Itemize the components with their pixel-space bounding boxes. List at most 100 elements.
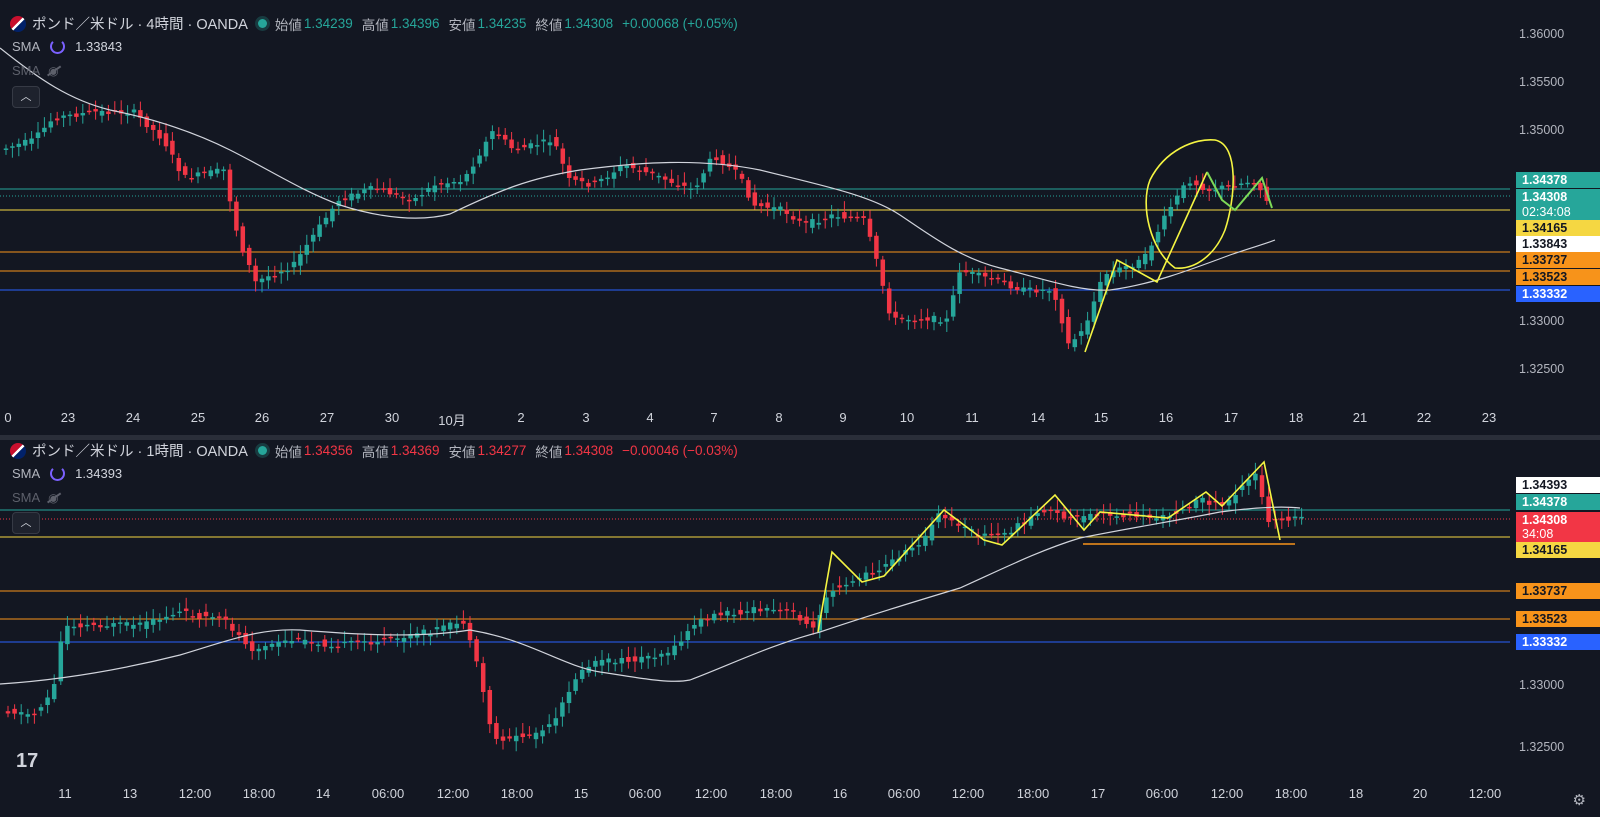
candle-body [263,646,268,651]
collapse-legend-button[interactable]: ︿ [12,86,40,108]
candle-body [1187,506,1192,509]
loading-icon [50,466,66,481]
candle-body [758,203,764,207]
x-tick: 20 [1412,786,1428,801]
candle-body [1117,267,1122,273]
open-value: 1.34356 [303,443,353,458]
candle-body [1041,509,1047,513]
candle-body [923,535,928,546]
symbol-title[interactable]: ポンド／米ドル · 1時間 · OANDA [32,444,248,460]
candle-body [42,127,47,133]
candle-body [694,185,700,187]
candle-body [322,639,328,647]
candle-body [381,188,386,190]
x-tick: 23 [1481,410,1497,425]
candle-body [368,642,374,645]
candle-body [210,617,215,619]
chart-canvas-4h[interactable] [0,0,1510,435]
candle-body [124,622,130,626]
candle-body [35,132,41,138]
eye-hidden-icon[interactable]: ◉ [48,490,59,505]
candle-body [214,168,220,174]
candle-body [470,166,476,174]
candle-body [1040,289,1046,291]
candle-body [918,319,924,321]
candle-body [867,218,873,237]
candle-body [355,193,361,199]
sma-value: 1.34393 [75,466,123,481]
candle-body [1014,286,1020,291]
drawing-ellipse [1145,139,1234,269]
candle-body [1299,516,1304,519]
open-value: 1.34239 [303,16,353,31]
sma-label-hidden: SMA [12,63,41,78]
x-tick: 18:00 [242,786,276,801]
x-tick: 18:00 [1016,786,1050,801]
candle-body [916,545,922,547]
price-tag-yellow: 1.34165 [1516,542,1600,558]
candle-body [797,614,803,621]
candle-body [534,145,540,147]
x-tick: 7 [710,410,718,425]
pane-divider[interactable] [0,435,1600,440]
candle-body [400,196,406,199]
candle-body [1233,495,1238,504]
candle-body [477,155,482,164]
candle-body [1220,502,1225,506]
candle-body [54,118,60,121]
candle-body [790,216,796,220]
candle-body [854,216,860,219]
symbol-title[interactable]: ポンド／米ドル · 4時間 · OANDA [32,17,248,33]
candle-body [494,723,499,739]
x-tick: 12:00 [178,786,212,801]
price-tag-orange-1: 1.33737 [1516,583,1600,599]
candle-body [502,134,508,140]
candle-body [256,648,262,652]
candle-body [810,621,816,628]
chart-canvas-1h[interactable] [0,440,1510,817]
candle-body [626,656,631,662]
gear-icon[interactable]: ⚙ [1572,792,1586,809]
sma-indicator-2[interactable]: SMA ◉ [12,63,59,78]
x-tick: 12:00 [951,786,985,801]
candle-body [189,177,194,180]
x-tick: 0 [4,410,12,425]
price-tag-sma: 1.33843 [1516,236,1600,252]
x-tick: 18:00 [1274,786,1308,801]
x-tick: 18 [1348,786,1364,801]
x-tick: 16 [832,786,848,801]
x-tick: 15 [573,786,589,801]
x-tick: 24 [125,410,141,425]
candle-body [606,658,611,663]
candle-body [310,234,316,242]
chart-pane-4h[interactable]: ポンド／米ドル · 4時間 · OANDA 始値 1.34239 高値 1.34… [0,0,1600,435]
candle-body [221,169,226,172]
candle-body [744,611,750,613]
candle-body [863,572,869,580]
sma-indicator-1[interactable]: SMA 1.33843 [12,39,122,54]
candle-body [777,609,783,612]
candle-body [1035,513,1040,517]
candle-body [509,139,514,149]
sma-label: SMA [12,466,41,481]
chart-pane-1h[interactable]: ポンド／米ドル · 1時間 · OANDA 始値 1.34356 高値 1.34… [0,440,1600,817]
tradingview-logo[interactable]: 17 [16,750,39,772]
candle-body [515,148,521,151]
candles-4h [3,100,1270,352]
eye-hidden-icon[interactable]: ◉ [48,63,59,78]
candle-body [957,272,962,294]
candle-body [349,193,354,201]
candle-body [982,272,988,277]
candle-body [803,221,809,223]
sma-indicator-1[interactable]: SMA 1.34393 [12,466,122,481]
sma-indicator-2[interactable]: SMA ◉ [12,490,59,505]
collapse-legend-button[interactable]: ︿ [12,512,40,534]
candle-body [348,640,354,643]
candle-body [593,660,598,667]
market-open-icon [257,19,267,28]
candles-1h [5,462,1304,752]
candle-body [746,180,751,198]
candle-body [1206,500,1212,505]
candle-body [355,640,361,643]
x-tick: 12:00 [436,786,470,801]
